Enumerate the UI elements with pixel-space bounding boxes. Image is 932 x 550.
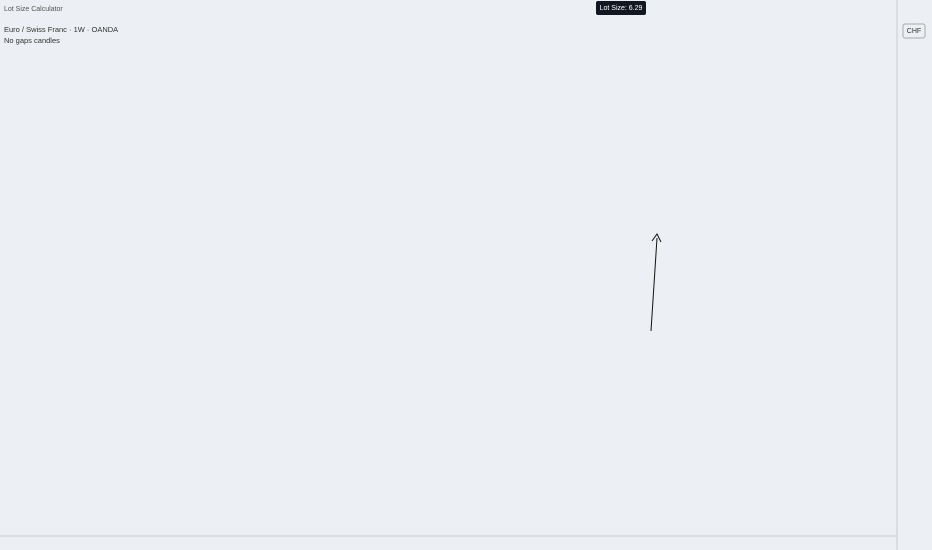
arrow — [650, 237, 658, 332]
lot-size-box — [596, 1, 646, 15]
candle-style: No gaps candles — [4, 36, 60, 45]
symbol-title: Euro / Swiss Franc · 1W · OANDA — [4, 25, 118, 34]
x-axis — [0, 535, 932, 550]
y-axis-band — [897, 0, 932, 550]
currency-box[interactable] — [902, 23, 926, 39]
currency: CHF — [907, 28, 921, 35]
arrow-head — [651, 233, 662, 243]
indicator-name[interactable]: Lot Size Calculator — [4, 6, 63, 13]
y-axis: CHF — [896, 0, 932, 550]
x-axis-band — [0, 536, 932, 550]
lot-size: Lot Size: 6.29 — [600, 5, 643, 12]
overlay — [650, 233, 662, 332]
